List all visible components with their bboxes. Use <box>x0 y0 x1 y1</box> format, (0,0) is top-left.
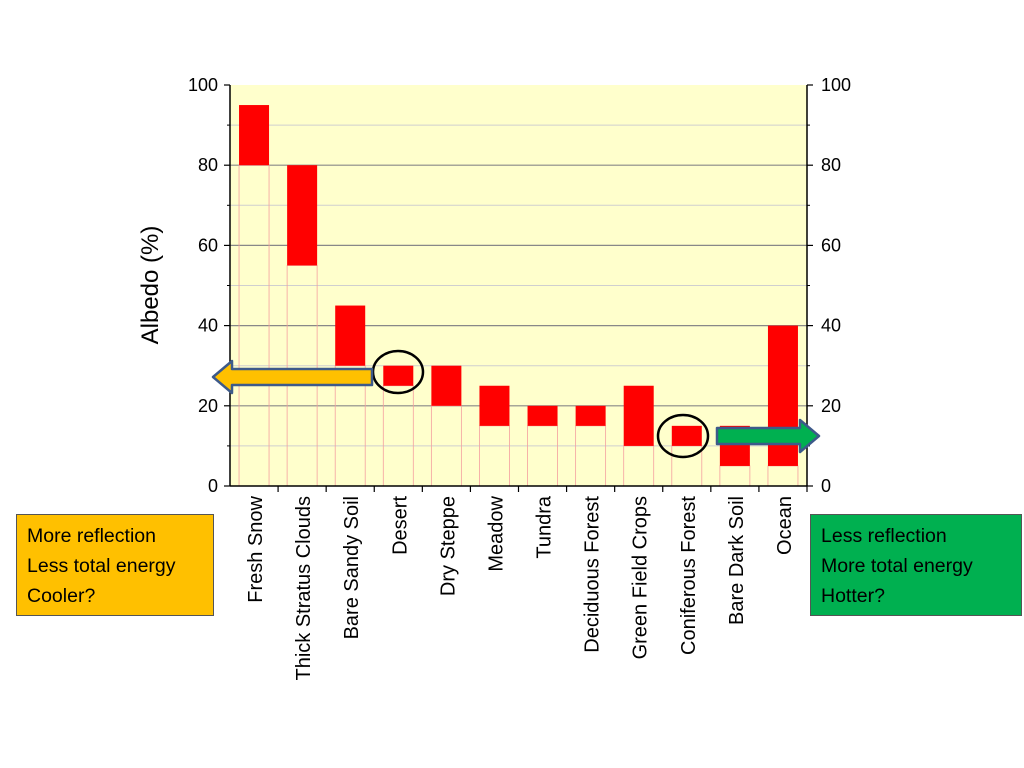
x-tick-label: Bare Dark Soil <box>726 496 748 625</box>
x-tick-label: Meadow <box>485 495 507 571</box>
x-tick-label: Deciduous Forest <box>582 496 604 653</box>
x-tick-label: Bare Sandy Soil <box>341 496 363 639</box>
bar-green-field-crops <box>623 385 654 446</box>
y-tick-label-right: 60 <box>821 235 841 255</box>
more-reflection-note: More reflection Less total energy Cooler? <box>16 514 214 616</box>
y-tick-label-left: 0 <box>208 476 218 496</box>
bar-desert <box>383 365 414 386</box>
y-axis-label: Albedo (%) <box>137 226 164 345</box>
bar-thick-stratus-clouds <box>287 165 318 266</box>
x-tick-label: Dry Steppe <box>437 496 459 596</box>
y-tick-label-right: 20 <box>821 396 841 416</box>
y-tick-label-right: 0 <box>821 476 831 496</box>
bar-bare-sandy-soil <box>335 305 366 366</box>
x-tick-label: Ocean <box>774 496 796 555</box>
x-tick-label: Tundra <box>534 495 556 559</box>
note-line: Less total energy <box>27 555 176 577</box>
x-tick-label: Fresh Snow <box>245 495 267 602</box>
x-tick-label: Thick Stratus Clouds <box>293 496 315 681</box>
note-line: More total energy <box>821 555 973 577</box>
note-line: More reflection <box>27 525 156 547</box>
note-line: Less reflection <box>821 525 947 547</box>
y-tick-label-left: 100 <box>188 75 218 95</box>
bar-fresh-snow <box>239 105 270 166</box>
y-tick-label-right: 80 <box>821 155 841 175</box>
x-tick-label: Coniferous Forest <box>678 496 700 655</box>
note-line: Hotter? <box>821 585 885 607</box>
bar-tundra <box>527 405 558 426</box>
bar-meadow <box>479 385 510 426</box>
y-tick-label-left: 20 <box>198 396 218 416</box>
y-tick-label-left: 80 <box>198 155 218 175</box>
y-tick-label-right: 40 <box>821 316 841 336</box>
arrow-left-icon <box>211 359 374 395</box>
x-tick-label: Desert <box>389 496 411 555</box>
x-tick-label: Green Field Crops <box>630 496 652 659</box>
bar-deciduous-forest <box>575 405 606 426</box>
note-line: Cooler? <box>27 585 96 607</box>
y-tick-label-left: 40 <box>198 316 218 336</box>
bar-dry-steppe <box>431 365 462 406</box>
coniferous-forest-highlight-circle <box>656 413 710 459</box>
less-reflection-note: Less reflection More total energy Hotter? <box>810 514 1022 616</box>
arrow-right-icon <box>715 418 821 454</box>
bar-coniferous-forest <box>671 425 702 446</box>
y-tick-label-right: 100 <box>821 75 851 95</box>
y-tick-label-left: 60 <box>198 235 218 255</box>
